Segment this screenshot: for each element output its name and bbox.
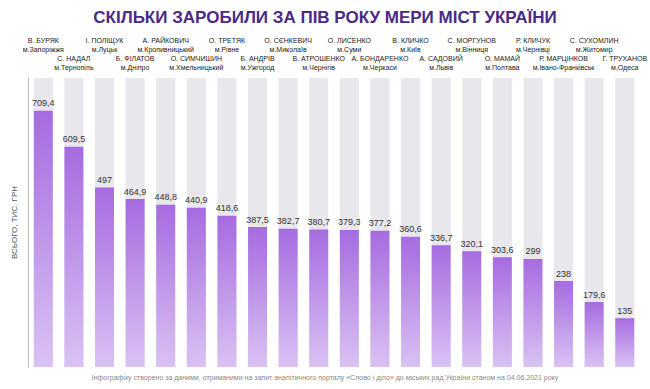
svg-text:179,6: 179,6: [583, 290, 606, 300]
svg-text:м.Запоріжжя: м.Запоріжжя: [23, 46, 64, 54]
svg-text:С. МОРГУНОВ: С. МОРГУНОВ: [448, 37, 497, 44]
svg-text:І. ПОЛІЩУК: І. ПОЛІЩУК: [86, 37, 125, 45]
svg-text:м.Кропивницький: м.Кропивницький: [138, 46, 194, 54]
svg-text:м.Чернігів: м.Чернігів: [302, 64, 335, 72]
svg-text:303,6: 303,6: [491, 245, 514, 255]
svg-text:Інфографіку створено за даними: Інфографіку створено за даними, отримани…: [92, 374, 559, 382]
svg-text:Р. КЛИЧУК: Р. КЛИЧУК: [516, 37, 551, 44]
svg-text:380,7: 380,7: [307, 217, 330, 227]
svg-text:О. СИМЧИШИН: О. СИМЧИШИН: [171, 55, 222, 62]
svg-text:А. БОНДАРЕНКО: А. БОНДАРЕНКО: [352, 55, 409, 63]
svg-text:377,2: 377,2: [369, 218, 392, 228]
svg-text:ВСЬОГО, ТИС. ГРН: ВСЬОГО, ТИС. ГРН: [10, 186, 19, 259]
svg-text:382,7: 382,7: [277, 216, 300, 226]
svg-text:В. БУРЯК: В. БУРЯК: [28, 37, 60, 44]
svg-text:А. РАЙКОВИЧ: А. РАЙКОВИЧ: [143, 36, 190, 44]
svg-text:м.Миколаїв: м.Миколаїв: [270, 46, 307, 53]
svg-text:709,4: 709,4: [32, 98, 55, 108]
svg-text:336,7: 336,7: [430, 233, 453, 243]
svg-text:379,3: 379,3: [338, 217, 361, 227]
svg-text:м.Суми: м.Суми: [337, 46, 361, 54]
svg-text:609,5: 609,5: [63, 134, 86, 144]
svg-text:м.Черкаси: м.Черкаси: [363, 64, 397, 72]
svg-text:м.Чернівці: м.Чернівці: [516, 46, 550, 54]
svg-text:м.Тернопіль: м.Тернопіль: [54, 64, 94, 72]
svg-text:м.Івано-Франківськ: м.Івано-Франківськ: [533, 64, 596, 72]
svg-text:м.Одеса: м.Одеса: [611, 64, 639, 72]
svg-text:448,8: 448,8: [154, 192, 177, 202]
svg-text:135: 135: [617, 306, 632, 316]
svg-text:м.Львів: м.Львів: [429, 64, 453, 71]
svg-text:Р. МАРЦІНКОВ: Р. МАРЦІНКОВ: [539, 55, 588, 63]
svg-text:360,6: 360,6: [399, 224, 422, 234]
svg-text:СКІЛЬКИ ЗАРОБИЛИ ЗА ПІВ РОКУ М: СКІЛЬКИ ЗАРОБИЛИ ЗА ПІВ РОКУ МЕРИ МІСТ У…: [93, 8, 556, 27]
svg-text:м.Луцьк: м.Луцьк: [92, 46, 119, 54]
svg-text:м.Рівне: м.Рівне: [215, 46, 240, 53]
svg-text:В. КЛИЧКО: В. КЛИЧКО: [392, 37, 429, 44]
svg-text:м.Дніпро: м.Дніпро: [121, 64, 150, 72]
svg-text:464,9: 464,9: [124, 187, 147, 197]
svg-text:О. СЄНКЕВИЧ: О. СЄНКЕВИЧ: [264, 37, 312, 44]
svg-text:Б. АНДРІВ: Б. АНДРІВ: [240, 55, 275, 63]
svg-text:440,9: 440,9: [185, 195, 208, 205]
svg-text:м.Вінниця: м.Вінниця: [456, 46, 489, 54]
svg-text:м.Київ: м.Київ: [400, 46, 421, 53]
svg-text:С. СУХОМЛИН: С. СУХОМЛИН: [570, 37, 619, 44]
svg-text:Б. ФІЛАТОВ: Б. ФІЛАТОВ: [116, 55, 155, 62]
svg-text:387,5: 387,5: [246, 215, 269, 225]
svg-text:299: 299: [525, 246, 540, 256]
svg-text:м.Хмельницький: м.Хмельницький: [169, 64, 223, 72]
svg-text:238: 238: [556, 269, 571, 279]
svg-text:м.Ужгород: м.Ужгород: [241, 64, 275, 72]
svg-text:м.Житомир: м.Житомир: [576, 46, 613, 54]
svg-text:В. АТРОШЕНКО: В. АТРОШЕНКО: [292, 55, 345, 62]
svg-text:497: 497: [97, 175, 112, 185]
svg-text:320,1: 320,1: [460, 239, 483, 249]
svg-text:О. ЛИСЕНКО: О. ЛИСЕНКО: [328, 37, 372, 44]
svg-text:418,6: 418,6: [216, 203, 239, 213]
svg-text:С. НАДАЛ: С. НАДАЛ: [57, 55, 90, 63]
svg-text:О. МАМАЙ: О. МАМАЙ: [485, 54, 520, 62]
svg-text:О. ТРЕТЯК: О. ТРЕТЯК: [209, 37, 246, 44]
svg-text:Г. ТРУХАНОВ: Г. ТРУХАНОВ: [602, 55, 647, 62]
svg-text:А. САДОВИЙ: А. САДОВИЙ: [420, 54, 463, 63]
svg-text:м.Полтава: м.Полтава: [485, 64, 519, 71]
